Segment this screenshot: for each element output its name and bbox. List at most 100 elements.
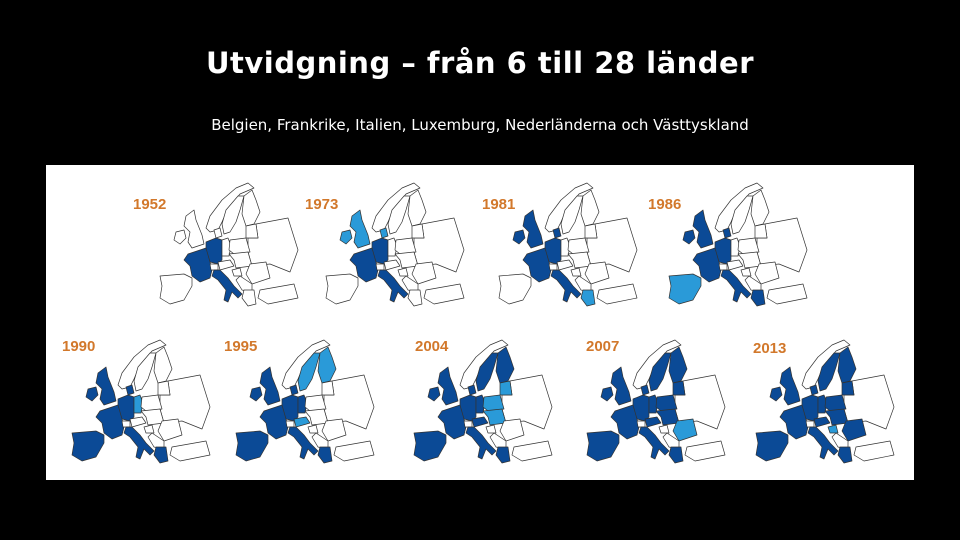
country-uk [692, 209, 714, 249]
country-ireland [339, 229, 353, 245]
country-romania-bulgaria [157, 418, 183, 442]
year-label: 2007 [586, 338, 620, 355]
country-greece [668, 446, 684, 464]
country-uk [437, 366, 459, 406]
country-central-europe [304, 408, 329, 426]
country-uk [95, 366, 117, 406]
country-ireland [769, 386, 783, 402]
country-baltics [499, 380, 513, 396]
country-denmark [809, 384, 819, 396]
country-greece [317, 446, 333, 464]
country-italy [720, 269, 752, 303]
country-finland [407, 189, 427, 227]
map-1995 [235, 339, 375, 464]
country-france [437, 404, 467, 440]
country-sweden [221, 195, 245, 235]
country-uk [779, 366, 801, 406]
country-iberia [498, 273, 532, 305]
country-turkey [169, 440, 211, 462]
country-switzerland [121, 420, 131, 428]
country-croatia [307, 424, 319, 434]
country-baltics [672, 380, 686, 396]
country-greece [241, 289, 257, 307]
country-austria [217, 259, 235, 271]
country-switzerland [548, 263, 558, 271]
country-switzerland [209, 263, 219, 271]
country-croatia [570, 267, 582, 277]
country-poland [737, 237, 760, 255]
map-1981 [498, 182, 638, 307]
country-romania-bulgaria [411, 261, 437, 285]
country-sweden [560, 195, 584, 235]
country-switzerland [375, 263, 385, 271]
country-denmark [467, 384, 477, 396]
year-label: 1990 [62, 338, 96, 355]
country-austria [471, 416, 489, 428]
country-poland [567, 237, 590, 255]
country-uk [349, 209, 371, 249]
map-1986 [668, 182, 808, 307]
country-poland [228, 237, 251, 255]
year-label: 1952 [133, 196, 167, 213]
country-turkey [684, 440, 726, 462]
country-turkey [257, 283, 299, 305]
country-ireland [512, 229, 526, 245]
country-sweden [133, 352, 157, 392]
country-austria [813, 416, 831, 428]
slide-subtitle: Belgien, Frankrike, Italien, Luxemburg, … [211, 116, 749, 134]
country-turkey [853, 440, 895, 462]
country-italy [807, 426, 839, 460]
country-italy [377, 269, 409, 303]
country-finland [153, 346, 173, 384]
country-poland [824, 394, 847, 412]
country-france [779, 404, 809, 440]
country-poland [304, 394, 327, 412]
country-croatia [740, 267, 752, 277]
country-italy [123, 426, 155, 460]
country-finland [495, 346, 515, 384]
country-ireland [682, 229, 696, 245]
country-sweden [387, 195, 411, 235]
country-italy [550, 269, 582, 303]
maps-panel: 1952 1973 1981 1986 1990 1995 2004 2007 2013 [46, 165, 914, 480]
country-iberia [755, 430, 789, 462]
country-sweden [817, 352, 841, 392]
map-1973 [325, 182, 465, 307]
country-france [259, 404, 289, 440]
country-poland [482, 394, 505, 412]
country-poland [394, 237, 417, 255]
country-iberia [325, 273, 359, 305]
country-sweden [648, 352, 672, 392]
country-italy [211, 269, 243, 303]
map-2004 [413, 339, 553, 464]
country-baltics [411, 223, 425, 239]
country-finland [580, 189, 600, 227]
country-finland [750, 189, 770, 227]
country-baltics [157, 380, 171, 396]
country-uk [522, 209, 544, 249]
country-baltics [841, 380, 855, 396]
country-ireland [249, 386, 263, 402]
country-romania-bulgaria [245, 261, 271, 285]
slide-title: Utvidgning – från 6 till 28 länder [205, 46, 755, 80]
country-sweden [730, 195, 754, 235]
country-ireland [173, 229, 187, 245]
country-romania-bulgaria [672, 418, 698, 442]
country-poland [655, 394, 678, 412]
country-sweden [475, 352, 499, 392]
year-label: 2004 [415, 338, 449, 355]
country-finland [317, 346, 337, 384]
year-label: 1981 [482, 196, 516, 213]
country-croatia [397, 267, 409, 277]
country-italy [465, 426, 497, 460]
country-central-europe [737, 251, 762, 269]
country-italy [287, 426, 319, 460]
country-iberia [668, 273, 702, 305]
country-france [610, 404, 640, 440]
country-denmark [722, 227, 732, 239]
country-iberia [586, 430, 620, 462]
country-france [95, 404, 125, 440]
country-switzerland [285, 420, 295, 428]
country-ireland [600, 386, 614, 402]
country-iberia [235, 430, 269, 462]
